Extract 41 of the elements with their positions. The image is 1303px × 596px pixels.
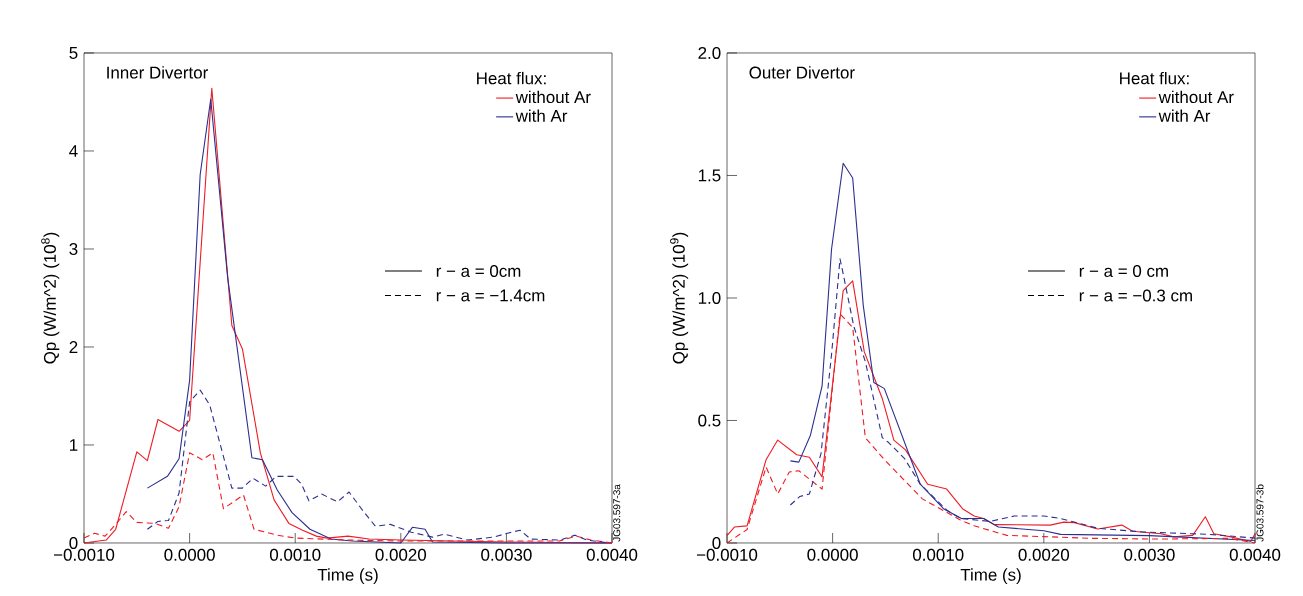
annotation: r − a = 0 cm bbox=[1079, 265, 1168, 278]
x-tick-label: 0.0040 bbox=[1229, 548, 1281, 561]
x-tick-label: 0.0010 bbox=[269, 548, 321, 561]
y-tick-label: 2.0 bbox=[698, 46, 721, 59]
legend-label: without Ar bbox=[515, 90, 591, 104]
annotation: r − a = −0.3 cm bbox=[1079, 289, 1192, 302]
y-tick-label: 4 bbox=[69, 145, 78, 157]
x-tick-label: 0.0000 bbox=[164, 548, 215, 561]
text: Inner Divertor bbox=[107, 66, 208, 79]
legend-label: with Ar bbox=[1158, 109, 1211, 122]
x-tick-label: 0.0030 bbox=[1124, 548, 1175, 561]
y-tick-label: 0.5 bbox=[698, 414, 721, 427]
x-tick-label: −0.0010 bbox=[697, 548, 758, 561]
legend-title: Heat flux: bbox=[1120, 71, 1189, 85]
text: Outer Divertor bbox=[749, 66, 855, 79]
x-tick-label: 0.0010 bbox=[912, 548, 964, 561]
y-tick-label: 1.5 bbox=[698, 169, 721, 182]
y-tick-label: 1 bbox=[70, 439, 78, 451]
text: JG03.597-3a bbox=[613, 484, 621, 542]
y-axis-title: Qp (W/m^2) (10$^{9}$) bbox=[670, 232, 689, 364]
x-tick-label: 0.0000 bbox=[807, 548, 858, 561]
x-tick-label: 0.0020 bbox=[1018, 548, 1070, 561]
y-tick-label: 3 bbox=[69, 242, 78, 255]
y-tick-label: 0 bbox=[69, 536, 78, 549]
x-tick-label: 0.0030 bbox=[481, 548, 532, 561]
y-tick-label: 0 bbox=[712, 536, 721, 549]
legend-label: without Ar bbox=[1158, 90, 1234, 104]
x-tick-label: 0.0040 bbox=[586, 548, 638, 561]
x-axis-title: Time (s) bbox=[317, 568, 378, 585]
text: JG03.597-3b bbox=[1256, 484, 1264, 542]
y-tick-label: 2 bbox=[69, 341, 78, 353]
x-axis-title: Time (s) bbox=[960, 568, 1021, 585]
y-tick-label: 1.0 bbox=[698, 291, 721, 304]
legend-title: Heat flux: bbox=[477, 71, 546, 85]
y-tick-label: 5 bbox=[69, 47, 78, 59]
annotation: r − a = −1.4cm bbox=[436, 289, 545, 302]
annotation: r − a = 0cm bbox=[436, 265, 521, 278]
y-axis-title: Qp (W/m^2) (10$^{8}$) bbox=[41, 232, 60, 364]
x-tick-label: −0.0010 bbox=[54, 548, 115, 561]
x-tick-label: 0.0020 bbox=[375, 548, 427, 561]
legend-label: with Ar bbox=[515, 109, 568, 122]
